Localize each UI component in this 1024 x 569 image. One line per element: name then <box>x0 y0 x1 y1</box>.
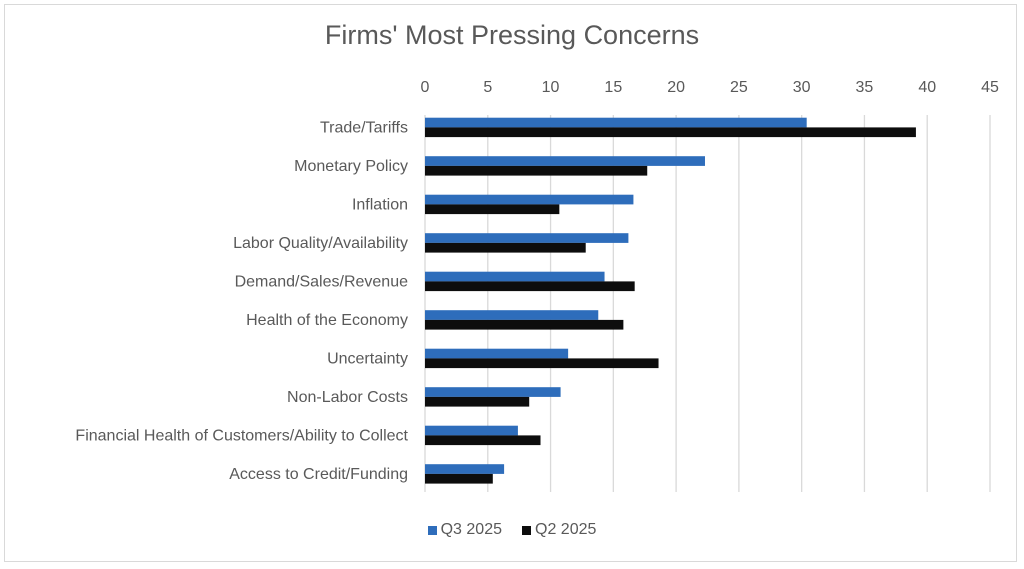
bar-q3-2025 <box>425 117 807 128</box>
x-tick-label: 20 <box>667 79 685 96</box>
gridlines <box>424 115 991 492</box>
bar-q2-2025 <box>425 165 648 176</box>
bar-q3-2025 <box>425 310 599 320</box>
category-label: Financial Health of Customers/Ability to… <box>75 427 408 444</box>
category-label: Inflation <box>352 196 408 213</box>
category-label: Demand/Sales/Revenue <box>235 273 409 290</box>
bar-q2-2025 <box>425 204 560 215</box>
category-label: Labor Quality/Availability <box>233 235 408 252</box>
legend-swatch-q2-2025 <box>522 525 531 535</box>
bar-q3-2025 <box>425 425 518 436</box>
category-label: Access to Credit/Funding <box>229 466 408 483</box>
x-tick-label: 5 <box>483 79 492 96</box>
x-axis-ticks: 0 5 10 15 20 25 30 35 40 45 <box>421 79 999 96</box>
category-label: Trade/Tariffs <box>320 119 408 136</box>
legend: Q3 2025 Q2 2025 <box>0 521 1024 539</box>
x-tick-label: 25 <box>730 79 748 96</box>
x-tick-label: 45 <box>981 79 999 96</box>
x-tick-label: 40 <box>918 79 936 96</box>
bar-q3-2025 <box>425 194 634 205</box>
category-labels: Trade/Tariffs Monetary Policy Inflation Lab… <box>75 119 408 483</box>
bar-q2-2025 <box>425 435 541 446</box>
bar-q2-2025 <box>425 242 586 253</box>
legend-item-q3-2025: Q3 2025 <box>427 521 502 539</box>
bar-q3-2025 <box>425 156 705 166</box>
x-tick-label: 35 <box>856 79 874 96</box>
category-label: Non-Labor Costs <box>287 389 408 406</box>
bar-q3-2025 <box>425 387 561 397</box>
legend-item-q2-2025: Q2 2025 <box>522 521 596 539</box>
bar-q2-2025 <box>425 281 635 292</box>
bar-q2-2025 <box>425 396 530 407</box>
bar-q2-2025 <box>425 358 659 369</box>
bar-q2-2025 <box>425 127 916 138</box>
x-tick-label: 30 <box>793 79 811 96</box>
bar-q3-2025 <box>425 271 605 282</box>
chart-title: Firms' Most Pressing Concerns <box>324 20 700 50</box>
bar-q2-2025 <box>425 473 493 484</box>
legend-swatch-q3-2025 <box>427 525 437 535</box>
category-label: Health of the Economy <box>246 312 408 329</box>
x-tick-label: 10 <box>542 79 560 96</box>
bar-q3-2025 <box>425 348 569 359</box>
legend-label-q3-2025: Q3 2025 <box>440 521 502 538</box>
category-label: Monetary Policy <box>294 158 408 175</box>
x-tick-label: 0 <box>421 79 430 96</box>
category-label: Uncertainty <box>327 350 408 367</box>
x-tick-label: 15 <box>604 79 622 96</box>
bar-q3-2025 <box>425 233 629 243</box>
bar-q3-2025 <box>425 464 505 474</box>
legend-label-q2-2025: Q2 2025 <box>535 521 597 538</box>
bars <box>425 117 916 484</box>
bar-q2-2025 <box>425 319 624 330</box>
